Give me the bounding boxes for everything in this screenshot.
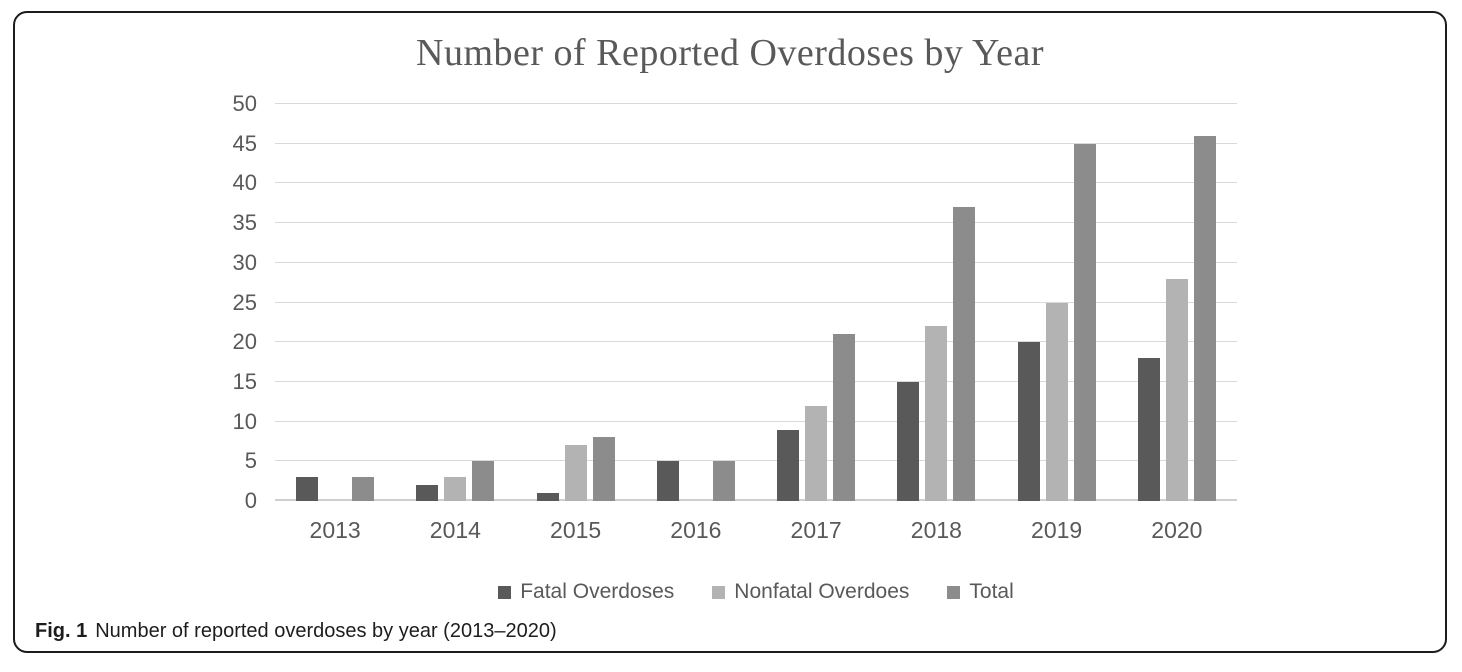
bar-2014-fatal-overdoses	[416, 485, 439, 501]
y-axis-tick-label: 30	[232, 249, 257, 275]
y-axis-tick-label: 35	[232, 210, 257, 236]
bar-2019-total	[1073, 143, 1096, 501]
y-axis-tick-label: 5	[244, 448, 257, 474]
bar-2015-fatal-overdoses	[536, 493, 559, 501]
legend-marker-icon	[712, 585, 726, 599]
bar-2015-nonfatal-overdoes	[564, 445, 587, 501]
x-axis-labels: 2013 2014 2015 2016 2017 2018 2019 2020	[275, 517, 1237, 544]
gridline	[275, 103, 1237, 104]
plot-area: 0 5 10 15 20 25 30 35 40 45 50 2013 2014 2015 2016 2017…	[233, 93, 1237, 543]
x-axis-tick-label: 2015	[550, 517, 602, 543]
figure-caption: Fig. 1 Number of reported overdoses by ye…	[35, 620, 557, 643]
bar-2014-nonfatal-overdoes	[444, 477, 467, 501]
bar-2017-total	[833, 334, 856, 501]
bar-2015-total	[592, 437, 615, 501]
bar-2020-nonfatal-overdoes	[1165, 278, 1188, 501]
x-axis-tick-label: 2017	[790, 517, 842, 543]
bar-2017-fatal-overdoses	[777, 429, 800, 501]
y-axis-tick-label: 0	[244, 488, 257, 513]
legend-item-fatal-overdoses: Fatal Overdoses	[498, 580, 674, 604]
bar-2018-fatal-overdoses	[897, 381, 920, 501]
x-axis-tick-label: 2013	[309, 517, 361, 543]
legend-marker-icon	[947, 585, 961, 599]
legend-marker-icon	[498, 585, 512, 599]
legend-label: Total	[969, 580, 1014, 603]
bar-2018-nonfatal-overdoes	[925, 326, 948, 501]
chart-title: Number of Reported Overdoses by Year	[416, 32, 1044, 74]
x-axis-tick-label: 2014	[429, 517, 481, 543]
gridline	[275, 222, 1237, 224]
bar-2019-fatal-overdoses	[1017, 342, 1040, 501]
legend-item-total: Total	[947, 580, 1014, 604]
legend-label: Nonfatal Overdoes	[734, 580, 910, 603]
bar-2020-fatal-overdoses	[1137, 358, 1160, 501]
bar-2017-nonfatal-overdoes	[805, 405, 828, 501]
figure-card: Number of Reported Overdoses by Year 0 5 1…	[13, 11, 1447, 653]
x-axis-tick-label: 2016	[670, 517, 722, 543]
gridline	[275, 301, 1237, 303]
bar-2018-total	[953, 207, 976, 501]
gridline	[275, 261, 1237, 263]
bar-groups	[275, 104, 1237, 501]
bar-group-2018	[876, 104, 996, 501]
gridline	[275, 420, 1237, 422]
y-axis-tick-label: 50	[232, 91, 257, 116]
bar-2013-total	[352, 477, 375, 501]
y-axis-tick-label: 45	[232, 130, 257, 156]
y-axis-tick-label: 15	[232, 368, 257, 394]
y-axis-tick-label: 10	[232, 408, 257, 434]
bar-group-2015	[516, 104, 636, 501]
x-axis-tick-label: 2018	[910, 517, 962, 543]
bar-2020-total	[1193, 135, 1216, 501]
gridline	[275, 460, 1237, 462]
gridline	[275, 182, 1237, 184]
x-axis-line	[275, 499, 1237, 501]
bar-group-2020	[1117, 104, 1237, 501]
figure-label: Fig. 1	[35, 620, 88, 642]
x-axis-tick-label: 2020	[1151, 517, 1203, 543]
caption-text: Number of reported overdoses by year (20…	[95, 620, 557, 642]
bar-group-2016	[636, 104, 756, 501]
bar-group-2019	[997, 104, 1117, 501]
gridline	[275, 341, 1237, 343]
gridline	[275, 380, 1237, 382]
bar-2019-nonfatal-overdoes	[1045, 302, 1068, 501]
bar-group-2017	[756, 104, 876, 501]
bar-group-2014	[395, 104, 515, 501]
legend-item-nonfatal-overdoes: Nonfatal Overdoes	[712, 580, 909, 604]
x-axis-tick-label: 2019	[1031, 517, 1083, 543]
bar-2016-total	[712, 461, 735, 501]
legend-label: Fatal Overdoses	[520, 580, 675, 603]
gridline	[275, 142, 1237, 144]
y-axis-tick-label: 20	[232, 329, 257, 355]
bar-2016-fatal-overdoses	[656, 461, 679, 501]
y-axis-tick-label: 40	[232, 170, 257, 196]
bar-group-2013	[275, 104, 395, 501]
bar-2013-fatal-overdoses	[296, 477, 319, 501]
bar-2014-total	[472, 461, 495, 501]
legend: Fatal Overdoses Nonfatal Overdoes Total	[275, 580, 1237, 604]
y-axis-tick-label: 25	[232, 289, 257, 315]
